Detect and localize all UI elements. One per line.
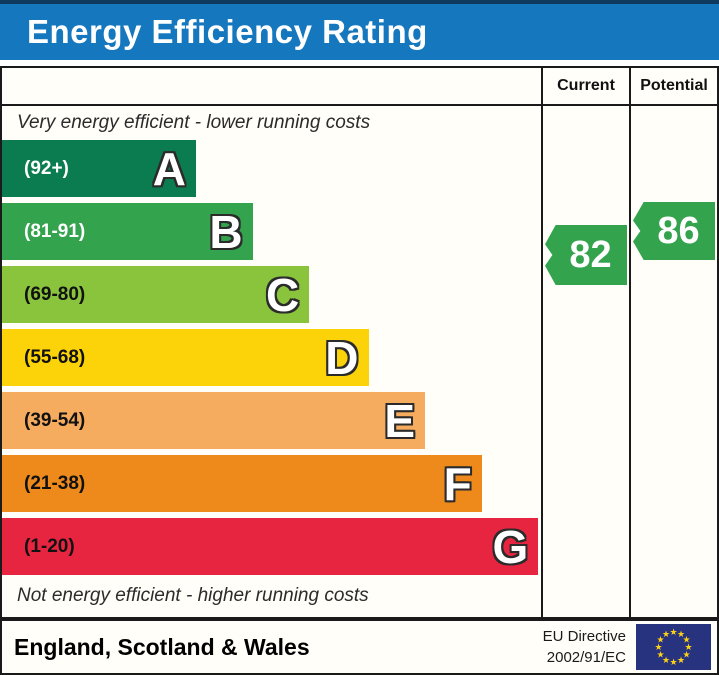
eu-directive-line2: 2002/91/EC bbox=[546, 649, 626, 666]
band-b-range: (81-91) bbox=[24, 220, 86, 242]
bottom-note: Not energy efficient - higher running co… bbox=[17, 585, 369, 606]
band-f-range: (21-38) bbox=[24, 472, 86, 494]
header-spacer-cell bbox=[2, 68, 541, 104]
band-e-range: (39-54) bbox=[24, 409, 86, 431]
page-title: Energy Efficiency Rating bbox=[27, 13, 428, 50]
svg-text:★: ★ bbox=[669, 627, 677, 637]
bands-column: Very energy efficient - lower running co… bbox=[2, 106, 541, 617]
rating-bands: (92+) A (81-91) B (69-80) C (55-68) D bbox=[2, 140, 541, 575]
current-rating-arrow: 82 bbox=[545, 225, 627, 285]
potential-rating-arrow: 86 bbox=[633, 202, 715, 260]
band-a-range: (92+) bbox=[24, 157, 69, 179]
potential-column-header: Potential bbox=[629, 68, 717, 104]
current-column: 82 bbox=[541, 106, 629, 617]
band-f-letter: F bbox=[443, 457, 472, 510]
svg-text:★: ★ bbox=[662, 655, 670, 665]
band-d-range: (55-68) bbox=[24, 346, 86, 368]
band-a: (92+) A bbox=[2, 140, 197, 197]
svg-text:★: ★ bbox=[682, 635, 690, 645]
table-header-row: Current Potential bbox=[2, 68, 717, 106]
eu-flag-icon: ★ ★ ★ ★ ★ ★ ★ ★ ★ ★ ★ ★ bbox=[636, 624, 711, 670]
svg-text:★: ★ bbox=[654, 642, 662, 652]
band-c: (69-80) C bbox=[2, 266, 310, 323]
svg-text:★: ★ bbox=[669, 657, 677, 667]
region-label: England, Scotland & Wales bbox=[14, 633, 310, 660]
band-e: (39-54) E bbox=[2, 392, 426, 449]
band-d-letter: D bbox=[325, 331, 359, 384]
rating-table: Current Potential Very energy efficient … bbox=[0, 66, 719, 619]
band-c-range: (69-80) bbox=[24, 283, 86, 305]
band-b: (81-91) B bbox=[2, 203, 253, 260]
band-f: (21-38) F bbox=[2, 455, 482, 512]
title-bar: Energy Efficiency Rating bbox=[0, 0, 719, 60]
band-g-range: (1-20) bbox=[24, 535, 75, 557]
band-g: (1-20) G bbox=[2, 518, 539, 575]
svg-text:★: ★ bbox=[677, 629, 685, 639]
svg-text:★: ★ bbox=[682, 650, 690, 660]
svg-text:★: ★ bbox=[677, 655, 685, 665]
svg-text:★: ★ bbox=[684, 642, 692, 652]
band-e-letter: E bbox=[384, 394, 416, 447]
top-note: Very energy efficient - lower running co… bbox=[17, 112, 371, 133]
potential-column: 86 bbox=[629, 106, 717, 617]
band-c-letter: C bbox=[265, 268, 300, 321]
svg-text:★: ★ bbox=[656, 650, 664, 660]
eu-directive-line1: EU Directive bbox=[542, 628, 626, 645]
table-body-row: Very energy efficient - lower running co… bbox=[2, 106, 717, 617]
band-b-letter: B bbox=[209, 205, 243, 258]
svg-text:★: ★ bbox=[656, 635, 664, 645]
current-column-header: Current bbox=[541, 68, 629, 104]
eu-directive-label: EU Directive 2002/91/EC bbox=[543, 626, 626, 668]
band-d: (55-68) D bbox=[2, 329, 369, 386]
band-g-letter: G bbox=[492, 520, 529, 573]
footer-bar: England, Scotland & Wales EU Directive 2… bbox=[0, 619, 719, 675]
svg-text:★: ★ bbox=[662, 629, 670, 639]
band-a-letter: A bbox=[152, 142, 187, 195]
